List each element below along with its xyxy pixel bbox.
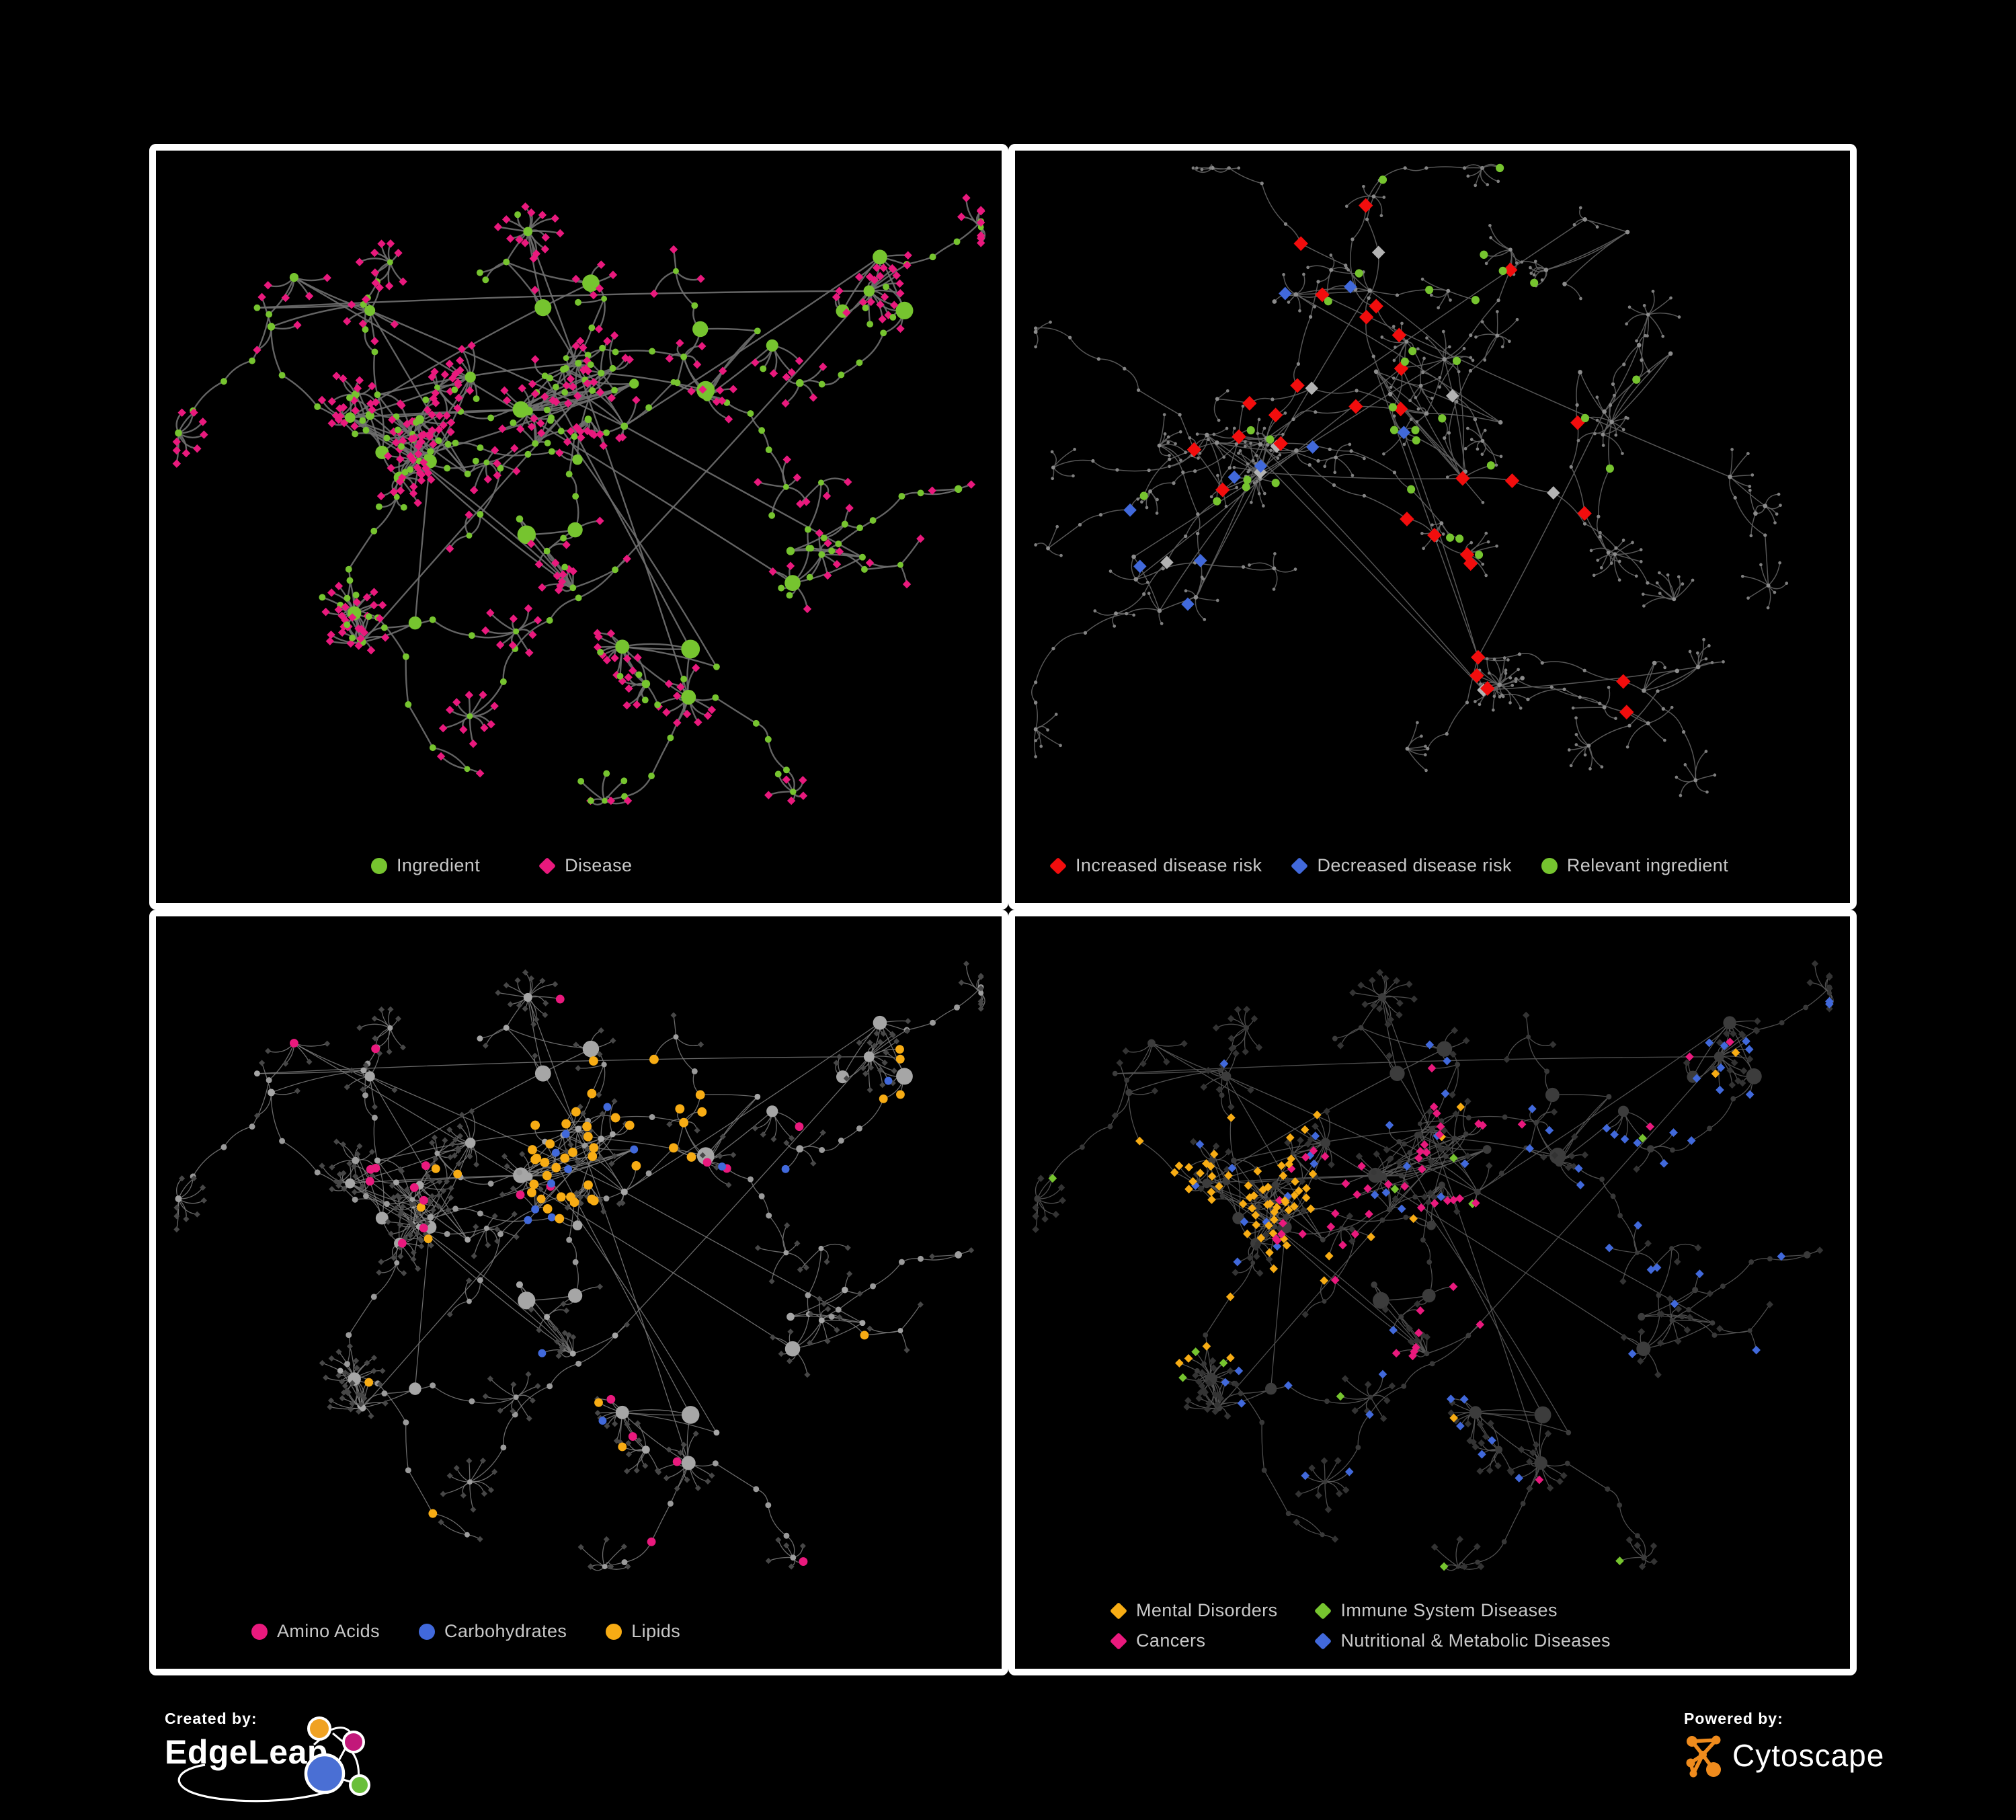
cytoscape-logo-icon [1686, 1735, 1721, 1778]
legend-label: Increased disease risk [1076, 855, 1262, 875]
panel-ingredient-classes-network: Amino Acids Carbohydrates Lipids [149, 910, 1008, 1675]
legend-circle-marker-icon [251, 1623, 268, 1640]
legend-disease-categories: Mental Disorders Immune System Diseases Ca… [1109, 1600, 1611, 1651]
panel-disease-risk-network: Increased disease risk Decreased disease … [1008, 144, 1857, 910]
panel-disease-categories-network: Mental Disorders Immune System Diseases Ca… [1008, 910, 1857, 1675]
legend-circle-marker-icon [418, 1623, 435, 1640]
legend-label: Immune System Diseases [1340, 1600, 1558, 1620]
legend-label: Amino Acids [277, 1621, 380, 1641]
disease-categories-graph [1032, 960, 1834, 1571]
disease-risk-graph [1031, 163, 1789, 797]
legend-item-immune-system-diseases: Immune System Diseases [1314, 1600, 1558, 1621]
legend-diamond-marker-icon [1049, 857, 1067, 875]
legend-circle-marker-icon [606, 1623, 622, 1640]
powered-by-label: Powered by: [1684, 1710, 1783, 1727]
legend-diamond-marker-icon [1109, 1632, 1128, 1650]
legend-item-lipids: Lipids [606, 1621, 680, 1642]
legend-label: Relevant ingredient [1566, 855, 1729, 875]
legend-ingredient-classes: Amino Acids Carbohydrates Lipids [251, 1621, 680, 1642]
legend-label: Carbohydrates [444, 1621, 567, 1641]
legend-label: Decreased disease risk [1317, 855, 1512, 875]
legend-label: Lipids [631, 1621, 681, 1641]
cytoscape-credit: Powered by: Cytoscape [1684, 1710, 1966, 1790]
legend-label: Mental Disorders [1136, 1600, 1278, 1620]
ingredient-disease-graph [172, 194, 986, 805]
legend-label: Nutritional & Metabolic Diseases [1340, 1630, 1611, 1651]
edgeleap-wordmark: EdgeLeap [165, 1733, 328, 1771]
legend-diamond-marker-icon [1109, 1601, 1128, 1620]
legend-item-mental-disorders: Mental Disorders [1109, 1600, 1278, 1621]
legend-ingredient-disease: Ingredient Disease [371, 855, 632, 876]
legend-item-nutritional-metabolic-diseases: Nutritional & Metabolic Diseases [1314, 1630, 1611, 1651]
legend-diamond-marker-icon [538, 857, 557, 875]
legend-item-decreased-disease-risk: Decreased disease risk [1291, 855, 1511, 876]
legend-item-relevant-ingredient: Relevant ingredient [1541, 855, 1728, 876]
legend-item-amino-acids: Amino Acids [251, 1621, 380, 1642]
legend-item-ingredient: Ingredient [371, 855, 480, 876]
edgeleap-credit: Created by: EdgeLeap [165, 1710, 447, 1817]
edgeleap-logo-icon [177, 1716, 370, 1803]
cytoscape-wordmark: Cytoscape [1732, 1738, 1885, 1773]
legend-diamond-marker-icon [1314, 1632, 1332, 1650]
legend-item-carbohydrates: Carbohydrates [418, 1621, 567, 1642]
legend-diamond-marker-icon [1291, 857, 1309, 875]
legend-circle-marker-icon [371, 857, 387, 874]
legend-label: Ingredient [397, 855, 481, 875]
legend-diamond-marker-icon [1314, 1601, 1332, 1620]
panel-ingredient-disease-network: Ingredient Disease [149, 144, 1008, 910]
legend-disease-risk: Increased disease risk Decreased disease … [1049, 855, 1728, 876]
created-by-label: Created by: [165, 1710, 257, 1727]
legend-item-disease: Disease [538, 855, 633, 876]
ingredient-classes-graph [173, 960, 985, 1571]
legend-label: Disease [565, 855, 633, 875]
legend-item-increased-disease-risk: Increased disease risk [1049, 855, 1262, 876]
legend-label: Cancers [1136, 1630, 1206, 1651]
legend-circle-marker-icon [1541, 857, 1558, 874]
legend-item-cancers: Cancers [1109, 1630, 1206, 1651]
